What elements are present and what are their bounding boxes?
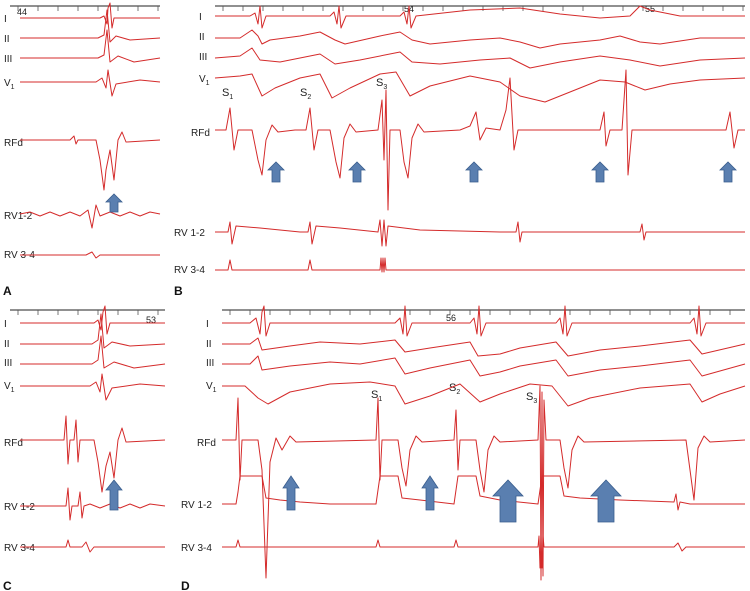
strip-number: 56 [446, 313, 456, 323]
lead-label-iii: III [206, 358, 214, 369]
strip-number: 53 [146, 315, 156, 325]
trace-rv12 [222, 475, 745, 511]
lead-label-ii: II [4, 34, 10, 45]
arrow-up-icon [421, 475, 439, 511]
trace-v1 [20, 373, 166, 401]
trace-v1 [222, 381, 746, 407]
trace-rv12 [20, 487, 166, 521]
lead-label-rv34: RV 3-4 [181, 543, 212, 554]
lead-label-i: I [206, 319, 209, 330]
lead-label-rv12: RV1-2 [4, 211, 33, 222]
trace-i [20, 2, 160, 29]
trace-i [215, 5, 745, 29]
trace-rfd [215, 69, 745, 211]
lead-label-rfd: RFd [4, 138, 23, 149]
panel-a: 44 I II III V1 RFd RV1-2 RV 3-4 A [3, 2, 161, 298]
beat-label-s1: S1 [222, 87, 233, 101]
beat-label-s2: S2 [449, 382, 460, 396]
arrow-up-icon [282, 475, 300, 511]
beat-label-s1: S1 [371, 389, 382, 403]
lead-label-i: I [4, 14, 7, 25]
trace-rfd [20, 415, 166, 493]
trace-rv34 [20, 539, 165, 553]
lead-label-iii: III [199, 52, 207, 63]
trace-iii [20, 335, 166, 369]
lead-label-ii: II [199, 32, 205, 43]
trace-iii [222, 355, 746, 377]
beat-label-s3: S3 [376, 77, 387, 91]
arrow-up-icon [590, 479, 622, 523]
arrow-up-icon [348, 161, 366, 183]
trace-ii [20, 9, 161, 43]
panel-d: 56 I II III V1 RFd RV 1-2 RV 3-4 S1 S2 S… [181, 305, 746, 591]
panel-letter-d: D [181, 579, 190, 591]
strip-number-2: 55 [645, 4, 655, 14]
trace-ii [215, 29, 745, 49]
lead-label-v1: V1 [4, 78, 15, 91]
trace-rfd [20, 131, 161, 191]
lead-label-rv34: RV 3-4 [4, 543, 35, 554]
lead-label-rv12: RV 1-2 [174, 228, 205, 239]
panel-letter-b: B [174, 284, 183, 298]
beat-label-s3: S3 [526, 391, 537, 405]
trace-rv34 [222, 535, 745, 569]
lead-label-rfd: RFd [191, 128, 210, 139]
panel-c: 53 I II III V1 RFd RV 1-2 RV 3-4 C [3, 305, 166, 591]
trace-rv34 [20, 251, 160, 259]
trace-i [222, 305, 745, 337]
lead-label-v1: V1 [199, 74, 210, 87]
lead-label-rfd: RFd [197, 438, 216, 449]
trace-ii [222, 337, 746, 357]
lead-label-iii: III [4, 54, 12, 65]
beat-label-s2: S2 [300, 87, 311, 101]
trace-i [20, 305, 165, 335]
arrow-up-icon [105, 193, 123, 213]
lead-label-v1: V1 [4, 381, 15, 394]
trace-v1 [20, 69, 161, 97]
strip-number: 44 [17, 7, 27, 17]
trace-iii [20, 29, 161, 63]
lead-label-i: I [199, 12, 202, 23]
trace-rv34 [215, 257, 745, 273]
panel-b: 54 55 I II III V1 RFd RV 1-2 RV 3-4 S1 S… [174, 4, 746, 298]
trace-rv12 [215, 219, 745, 247]
trace-v1 [214, 71, 746, 103]
lead-label-ii: II [4, 339, 10, 350]
lead-label-rv34: RV 3-4 [4, 250, 35, 261]
arrow-up-icon [591, 161, 609, 183]
lead-label-rv34: RV 3-4 [174, 265, 205, 276]
trace-rv12 [19, 204, 161, 229]
panel-letter-a: A [3, 284, 12, 298]
lead-label-rv12: RV 1-2 [181, 500, 212, 511]
trace-ii [20, 313, 166, 349]
lead-label-v1: V1 [206, 381, 217, 394]
lead-label-i: I [4, 319, 7, 330]
trace-iii [214, 47, 746, 69]
arrow-up-icon [465, 161, 483, 183]
panel-letter-c: C [3, 579, 12, 591]
trace-rfd [222, 385, 746, 581]
lead-label-rv12: RV 1-2 [4, 502, 35, 513]
lead-label-ii: II [206, 339, 212, 350]
arrow-up-icon [492, 479, 524, 523]
arrow-up-icon [267, 161, 285, 183]
lead-label-iii: III [4, 358, 12, 369]
arrow-up-icon [719, 161, 737, 183]
lead-label-rfd: RFd [4, 438, 23, 449]
arrow-up-icon [105, 479, 123, 511]
